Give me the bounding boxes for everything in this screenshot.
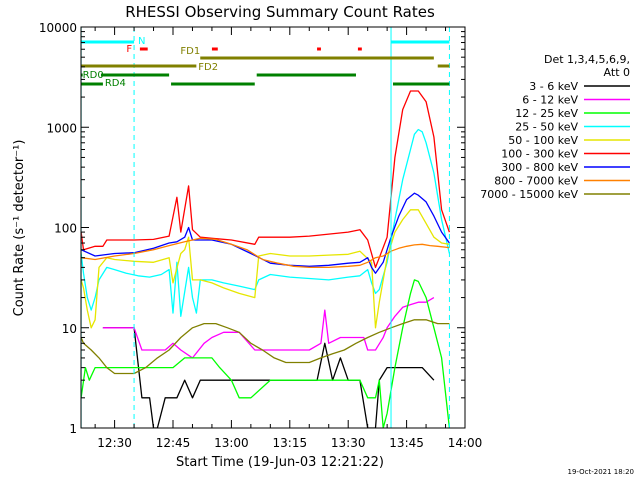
- legend-label: 300 - 800 keV: [501, 161, 578, 174]
- y-axis: 1 10 100 1000 10000: [39, 21, 465, 436]
- y-tick-label: 1: [69, 422, 77, 436]
- legend-label: 50 - 100 keV: [508, 134, 578, 147]
- x-tick-label: 14:00: [448, 436, 483, 450]
- y-tick-label: 100: [54, 222, 77, 236]
- marker-label-fd2: FD2: [198, 62, 218, 73]
- legend-label: 800 - 7000 keV: [494, 175, 578, 188]
- legend-label: 25 - 50 keV: [515, 121, 578, 134]
- series-line-4: [81, 209, 450, 329]
- x-axis: 12:30 12:45 13:00 13:15 13:30 13:45 14:00: [94, 27, 483, 450]
- footer-stamp: 19-Oct-2021 18:20: [568, 468, 634, 476]
- x-tick-label: 13:15: [273, 436, 308, 450]
- y-tick-label: 1000: [46, 121, 77, 135]
- series-line-6: [81, 192, 450, 274]
- x-axis-label: Start Time (19-Jun-03 12:21:22): [176, 455, 384, 470]
- legend-label: 3 - 6 keV: [529, 80, 578, 93]
- series-line-5: [81, 90, 451, 269]
- series-line-8: [81, 319, 450, 375]
- marker-label-fd1: FD1: [180, 46, 200, 57]
- marker-label-f: F: [126, 44, 132, 55]
- marker-label-n: N: [138, 36, 145, 47]
- marker-label-rd4: RD4: [105, 78, 126, 89]
- y-axis-label: Count Rate (s⁻¹ detector⁻¹): [12, 140, 27, 317]
- series-line-7: [81, 237, 450, 269]
- x-tick-label: 13:45: [389, 436, 424, 450]
- legend-header-line-2: Att 0: [604, 66, 630, 79]
- x-tick-label: 13:00: [214, 436, 249, 450]
- legend-header-line-1: Det 1,3,4,5,6,9,: [544, 53, 630, 66]
- legend-label: 100 - 300 keV: [501, 148, 578, 161]
- x-tick-label: 12:45: [156, 436, 191, 450]
- legend-label: 7000 - 15000 keV: [480, 188, 578, 201]
- x-tick-label: 13:30: [331, 436, 366, 450]
- y-tick-label: 10000: [39, 21, 77, 35]
- legend-label: 12 - 25 keV: [515, 107, 578, 120]
- marker-label-rd0: RD0: [83, 70, 104, 81]
- chart-title: RHESSI Observing Summary Count Rates: [125, 3, 435, 21]
- x-tick-label: 12:30: [97, 436, 132, 450]
- series-line-2: [81, 279, 451, 428]
- y-tick-label: 10: [62, 322, 77, 336]
- series-line-3: [81, 128, 451, 317]
- legend-label: 6 - 12 keV: [522, 94, 578, 107]
